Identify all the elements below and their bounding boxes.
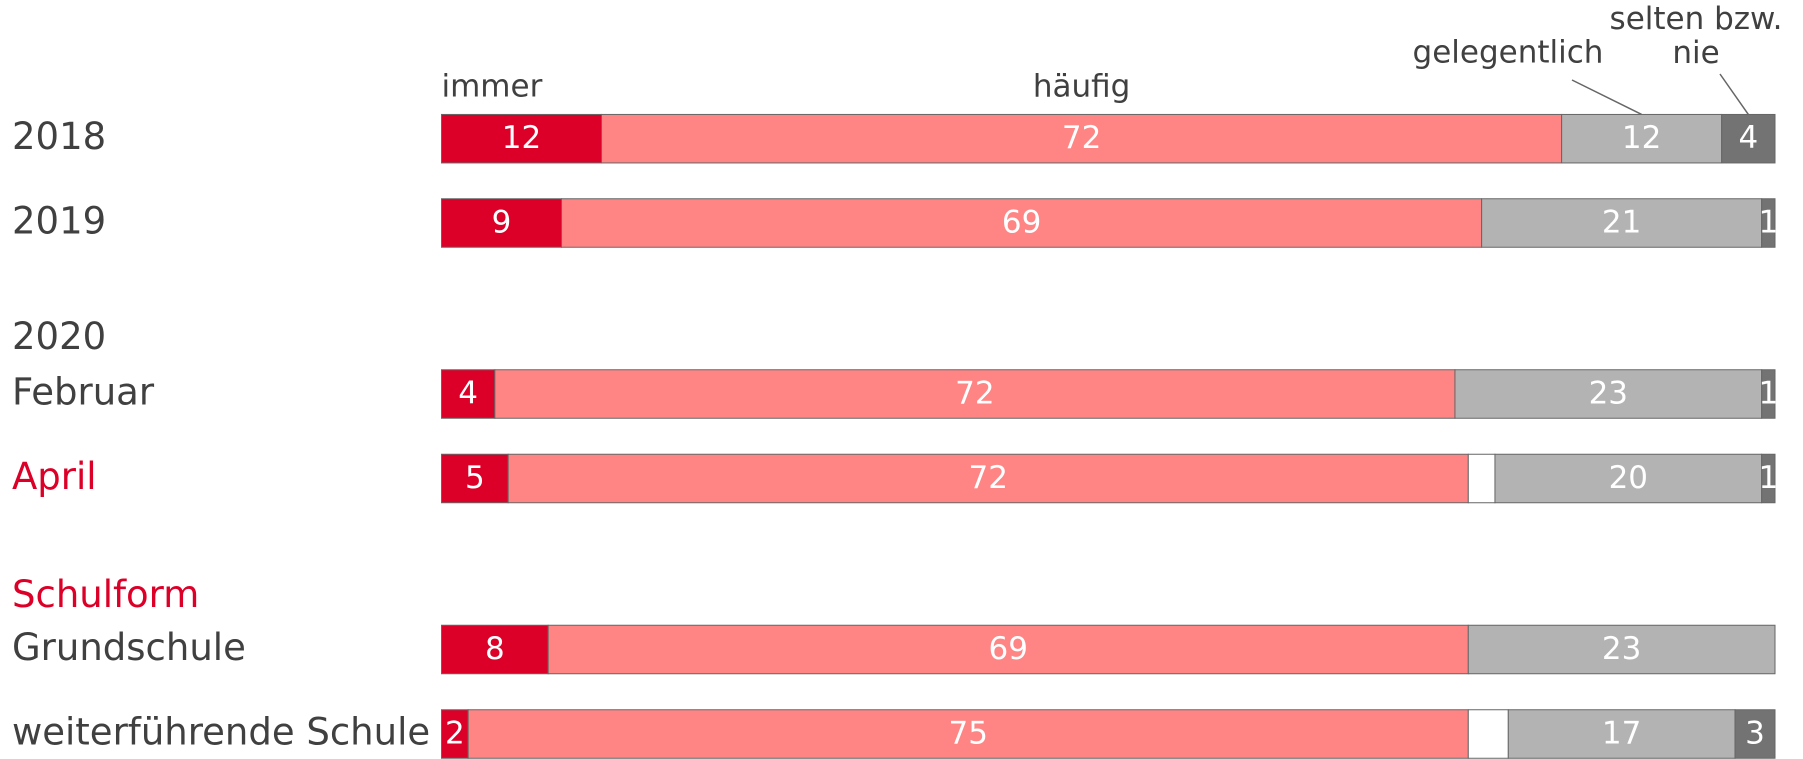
bar-segment (507, 453, 1469, 504)
value-label: 23 (1589, 376, 1628, 412)
bar-segment (441, 709, 469, 759)
value-label: 4 (458, 376, 478, 412)
value-label: 75 (949, 716, 988, 752)
bar-segment (1734, 709, 1776, 759)
bar-segment (601, 113, 1563, 164)
value-label: 8 (485, 631, 505, 667)
category-label: Februar (12, 371, 155, 414)
bar-segment (1761, 453, 1776, 504)
value-label: 72 (1062, 120, 1101, 156)
bar-segment (1494, 453, 1763, 504)
legend-label: häufig (1033, 69, 1131, 105)
legend-label: selten bzw. nie (1609, 2, 1783, 71)
value-label: 1 (1758, 460, 1778, 496)
value-label: 5 (465, 460, 485, 496)
value-label: 1 (1758, 205, 1778, 241)
leader-line (1719, 73, 1749, 115)
legend-box: selten bzw. nie (1609, 2, 1783, 71)
bar-segment (1761, 369, 1776, 419)
value-label: 20 (1609, 460, 1648, 496)
legend-label: immer (442, 69, 543, 105)
value-label: 1 (1758, 376, 1778, 412)
bar-segment (1761, 198, 1776, 248)
bar-segment (1467, 453, 1496, 504)
value-label: 3 (1745, 716, 1765, 752)
bar-segment (1481, 198, 1763, 248)
value-label: 69 (1002, 205, 1041, 241)
bar-segment (441, 453, 509, 504)
category-label: weiterführende Schule (12, 711, 430, 754)
bar-segment (561, 198, 1483, 248)
value-label: 72 (955, 376, 994, 412)
value-label: 12 (1622, 120, 1661, 156)
leader-line (1571, 79, 1642, 116)
bar-segment (1454, 369, 1763, 419)
bar-segment (1721, 113, 1776, 164)
value-label: 17 (1602, 716, 1641, 752)
bar-segment (441, 624, 549, 675)
bar-segment (441, 369, 496, 419)
value-label: 72 (969, 460, 1008, 496)
bar-segment (441, 198, 563, 248)
value-label: 21 (1602, 205, 1641, 241)
bar-segment (467, 709, 1469, 759)
bar-segment (1467, 624, 1776, 675)
bar-segment (441, 113, 603, 164)
value-label: 2 (445, 716, 465, 752)
bar-segment (494, 369, 1456, 419)
legend-label: gelegentlich (1413, 35, 1604, 71)
category-label: Grundschule (12, 626, 246, 669)
value-label: 9 (492, 205, 512, 241)
category-label: 2020 (12, 315, 106, 358)
value-label: 4 (1738, 120, 1758, 156)
bar-segment (1507, 709, 1736, 759)
category-label: 2019 (12, 200, 106, 243)
category-label: April (12, 455, 97, 498)
bar-segment (547, 624, 1469, 675)
bar-segment (1467, 709, 1509, 759)
value-label: 23 (1602, 631, 1641, 667)
value-label: 69 (989, 631, 1028, 667)
category-label: 2018 (12, 115, 106, 158)
category-label: Schulform (12, 573, 199, 616)
value-label: 12 (502, 120, 541, 156)
